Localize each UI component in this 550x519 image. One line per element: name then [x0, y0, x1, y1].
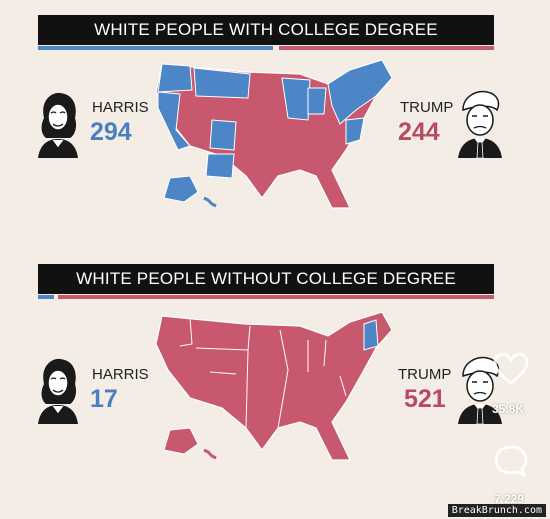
harris-votes: 294	[90, 118, 132, 146]
watermark: BreakBrunch.com	[447, 504, 546, 517]
panel-title: WHITE PEOPLE WITH COLLEGE DEGREE	[38, 15, 494, 45]
trump-share-bar	[279, 46, 494, 50]
us-electoral-map	[155, 311, 393, 461]
harris-portrait-icon	[38, 358, 78, 424]
trump-portrait-icon	[458, 356, 502, 424]
us-electoral-map	[155, 59, 393, 209]
trump-portrait-icon	[458, 90, 502, 158]
heart-outline-icon[interactable]	[493, 352, 529, 386]
like-count: 35.8K	[492, 402, 525, 416]
trump-votes: 521	[404, 385, 446, 413]
speech-bubble-icon[interactable]	[493, 444, 529, 478]
harris-share-bar	[38, 46, 273, 50]
comment-count: 7,229	[494, 492, 525, 506]
panel-title: WHITE PEOPLE WITHOUT COLLEGE DEGREE	[38, 264, 494, 294]
trump-name: TRUMP	[400, 99, 454, 116]
trump-share-bar	[58, 295, 494, 299]
trump-name: TRUMP	[398, 366, 452, 383]
harris-name: HARRIS	[92, 99, 149, 116]
harris-share-bar	[38, 295, 54, 299]
harris-name: HARRIS	[92, 366, 149, 383]
harris-votes: 17	[90, 385, 118, 413]
trump-votes: 244	[398, 118, 440, 146]
harris-portrait-icon	[38, 92, 78, 158]
